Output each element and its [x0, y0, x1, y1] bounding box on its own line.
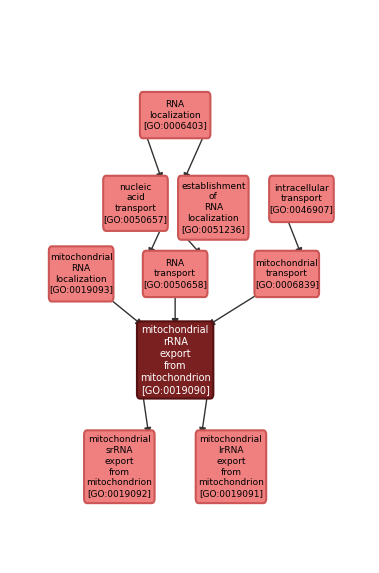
FancyBboxPatch shape [137, 321, 213, 399]
Text: mitochondrial
rRNA
export
from
mitochondrion
[GO:0019090]: mitochondrial rRNA export from mitochond… [140, 325, 210, 395]
Text: mitochondrial
transport
[GO:0006839]: mitochondrial transport [GO:0006839] [255, 258, 319, 289]
Text: mitochondrial
srRNA
export
from
mitochondrion
[GO:0019092]: mitochondrial srRNA export from mitochon… [86, 435, 152, 498]
Text: nucleic
acid
transport
[GO:0050657]: nucleic acid transport [GO:0050657] [103, 183, 168, 224]
Text: mitochondrial
lrRNA
export
from
mitochondrion
[GO:0019091]: mitochondrial lrRNA export from mitochon… [198, 435, 264, 498]
FancyBboxPatch shape [49, 246, 113, 301]
FancyBboxPatch shape [196, 430, 266, 503]
FancyBboxPatch shape [269, 176, 334, 222]
Text: RNA
transport
[GO:0050658]: RNA transport [GO:0050658] [143, 258, 207, 289]
Text: RNA
localization
[GO:0006403]: RNA localization [GO:0006403] [143, 100, 207, 130]
Text: intracellular
transport
[GO:0046907]: intracellular transport [GO:0046907] [269, 184, 334, 214]
Text: establishment
of
RNA
localization
[GO:0051236]: establishment of RNA localization [GO:00… [181, 182, 246, 234]
Text: mitochondrial
RNA
localization
[GO:0019093]: mitochondrial RNA localization [GO:00190… [49, 253, 113, 295]
FancyBboxPatch shape [143, 251, 207, 297]
FancyBboxPatch shape [84, 430, 155, 503]
FancyBboxPatch shape [140, 92, 210, 138]
FancyBboxPatch shape [254, 251, 319, 297]
FancyBboxPatch shape [103, 176, 168, 231]
FancyBboxPatch shape [178, 176, 249, 240]
